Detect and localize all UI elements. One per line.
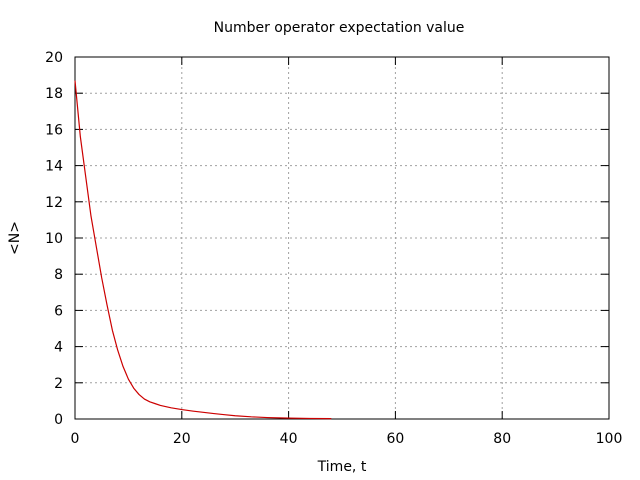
y-tick-label: 2: [54, 376, 63, 392]
y-tick-label: 12: [45, 195, 63, 211]
y-axis-label: <N>: [7, 221, 23, 255]
tick-labels: 0 2 4 6 8 10 12 14 16 18 20 0 20 40 60 80 100: [45, 50, 622, 447]
y-tick-label: 6: [54, 303, 63, 319]
x-axis-label: Time, t: [317, 459, 367, 475]
y-tick-label: 14: [45, 159, 63, 175]
x-tick-label: 40: [280, 431, 298, 447]
grid: [75, 57, 609, 419]
y-tick-label: 8: [54, 267, 63, 283]
y-tick-label: 20: [45, 50, 63, 66]
x-tick-label: 0: [71, 431, 80, 447]
x-tick-label: 100: [596, 431, 623, 447]
y-tick-label: 18: [45, 86, 63, 102]
series-layer: [74, 80, 332, 420]
y-tick-label: 0: [54, 412, 63, 428]
chart-title: Number operator expectation value: [214, 20, 465, 36]
ticks: [74, 56, 610, 420]
series-line: [74, 80, 332, 420]
x-tick-label: 60: [386, 431, 404, 447]
x-tick-label: 20: [173, 431, 191, 447]
y-tick-label: 4: [54, 340, 63, 356]
y-tick-label: 10: [45, 231, 63, 247]
x-tick-label: 80: [493, 431, 511, 447]
y-tick-label: 16: [45, 122, 63, 138]
